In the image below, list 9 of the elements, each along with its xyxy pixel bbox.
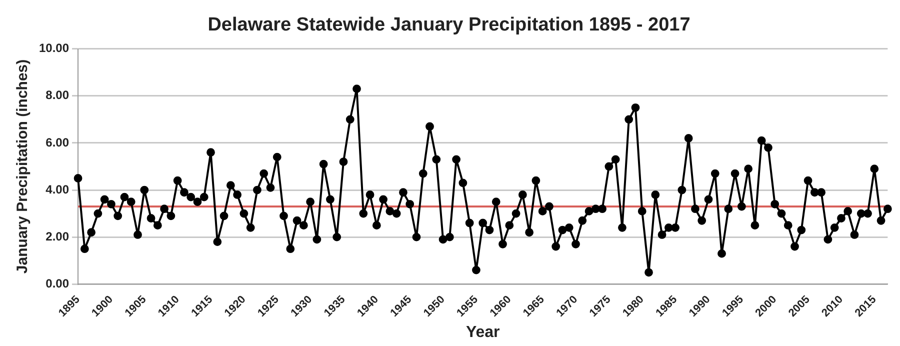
y-axis-title: January Precipitation (inches) <box>14 59 32 274</box>
y-tick-label: 2.00 <box>46 229 70 244</box>
x-axis-title: Year <box>466 324 500 341</box>
y-tick-label: 8.00 <box>46 88 70 102</box>
chart-title: Delaware Statewide January Precipitation 1895 - 2017 <box>208 14 690 36</box>
y-tick-label: 6.00 <box>46 135 70 150</box>
y-tick-label: 0.00 <box>46 276 70 290</box>
y-tick-label: 10.00 <box>39 41 70 56</box>
y-tick-label: 4.00 <box>46 182 70 196</box>
